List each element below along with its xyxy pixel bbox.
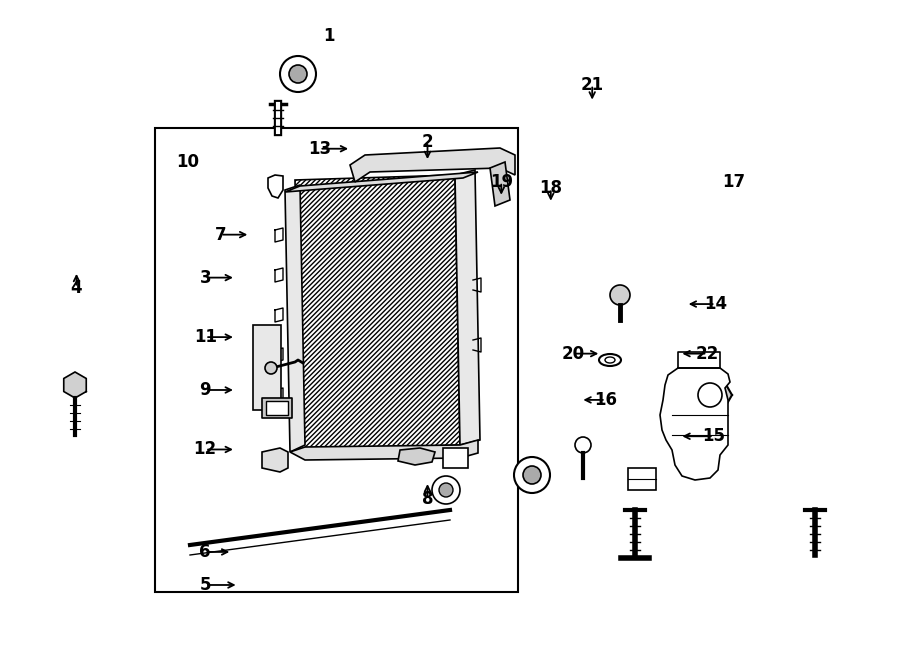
- Circle shape: [265, 362, 277, 374]
- Text: 5: 5: [200, 576, 211, 594]
- Text: 12: 12: [194, 440, 217, 459]
- Bar: [155, 128, 518, 592]
- Circle shape: [610, 285, 630, 305]
- Polygon shape: [290, 440, 478, 460]
- Polygon shape: [64, 372, 86, 398]
- Text: 14: 14: [704, 295, 727, 313]
- Text: 22: 22: [696, 344, 719, 363]
- Polygon shape: [285, 172, 478, 192]
- Circle shape: [439, 483, 453, 497]
- Polygon shape: [295, 175, 460, 450]
- Text: 15: 15: [702, 427, 725, 446]
- Polygon shape: [268, 175, 283, 198]
- Polygon shape: [490, 162, 510, 206]
- Text: 21: 21: [580, 75, 604, 94]
- Bar: [253, 325, 281, 410]
- Circle shape: [523, 466, 541, 484]
- Circle shape: [514, 457, 550, 493]
- Text: 11: 11: [194, 328, 217, 346]
- Text: 4: 4: [71, 278, 82, 297]
- Ellipse shape: [599, 354, 621, 366]
- Bar: [443, 448, 468, 468]
- Text: 16: 16: [594, 391, 617, 409]
- Circle shape: [698, 383, 722, 407]
- Text: 10: 10: [176, 153, 199, 171]
- Text: 6: 6: [200, 543, 211, 561]
- Bar: [262, 398, 292, 418]
- Circle shape: [289, 65, 307, 83]
- Polygon shape: [455, 170, 480, 445]
- Polygon shape: [688, 376, 732, 414]
- Circle shape: [575, 437, 591, 453]
- Circle shape: [432, 476, 460, 504]
- Bar: [266, 401, 288, 415]
- Text: 17: 17: [722, 173, 745, 191]
- Ellipse shape: [605, 357, 615, 363]
- Polygon shape: [398, 448, 435, 465]
- Bar: [628, 468, 656, 490]
- Polygon shape: [285, 185, 305, 452]
- Text: 2: 2: [422, 133, 433, 151]
- Polygon shape: [660, 368, 730, 480]
- Polygon shape: [350, 148, 515, 182]
- Text: 3: 3: [200, 268, 211, 287]
- Text: 9: 9: [200, 381, 211, 399]
- Circle shape: [280, 56, 316, 92]
- Text: 8: 8: [422, 490, 433, 508]
- Text: 1: 1: [323, 27, 334, 46]
- Text: 20: 20: [562, 344, 585, 363]
- Polygon shape: [262, 448, 288, 472]
- Text: 7: 7: [215, 225, 226, 244]
- Text: 13: 13: [308, 139, 331, 158]
- Text: 18: 18: [539, 179, 562, 198]
- Text: 19: 19: [490, 173, 513, 191]
